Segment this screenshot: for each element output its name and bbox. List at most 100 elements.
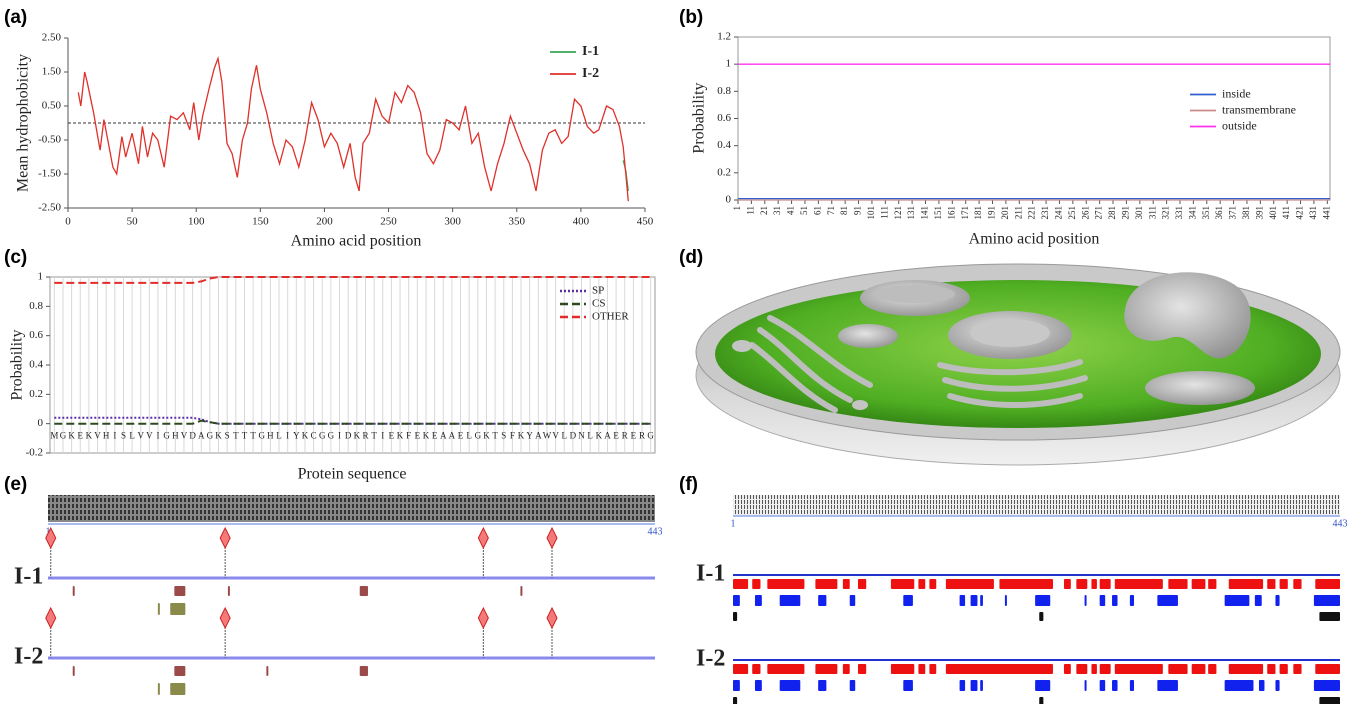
x-tick-label: I bbox=[157, 431, 160, 441]
feature bbox=[174, 666, 186, 676]
x-tick-label: 431 bbox=[1308, 206, 1318, 220]
x-tick-label: 81 bbox=[839, 206, 849, 215]
feature bbox=[733, 595, 740, 606]
track-name: I-2 bbox=[696, 646, 725, 672]
x-tick-label: 21 bbox=[759, 206, 769, 215]
x-tick-label: R bbox=[639, 431, 645, 441]
x-tick-label: F bbox=[406, 431, 411, 441]
feature bbox=[767, 579, 805, 589]
x-tick-label: K bbox=[354, 431, 361, 441]
site-marker bbox=[45, 606, 57, 630]
x-tick-label: 371 bbox=[1228, 206, 1238, 220]
x-tick-label: 441 bbox=[1321, 206, 1331, 220]
panel-label: (d) bbox=[679, 247, 703, 268]
panel-label: (e) bbox=[4, 474, 27, 495]
feature bbox=[1084, 595, 1087, 606]
x-tick-label: A bbox=[198, 431, 205, 441]
site-marker bbox=[546, 526, 558, 550]
track-name: I-2 bbox=[14, 644, 43, 670]
x-tick-label: 221 bbox=[1027, 206, 1037, 220]
feature bbox=[1279, 579, 1288, 589]
x-tick-label: 51 bbox=[799, 206, 809, 215]
feature bbox=[857, 579, 867, 589]
x-tick-label: 201 bbox=[1000, 206, 1010, 220]
feature bbox=[959, 680, 966, 691]
x-tick-label: K bbox=[215, 431, 222, 441]
feature bbox=[1254, 595, 1262, 606]
x-tick-label: E bbox=[78, 431, 84, 441]
x-tick-label: 351 bbox=[1201, 206, 1211, 220]
y-tick-label: -1.50 bbox=[38, 168, 61, 180]
ruler-end: 443 bbox=[648, 526, 663, 537]
feature bbox=[1112, 680, 1118, 691]
feature bbox=[1191, 579, 1206, 589]
panel-label: (b) bbox=[679, 7, 703, 28]
feature bbox=[1112, 595, 1118, 606]
feature bbox=[1099, 664, 1111, 674]
feature bbox=[359, 666, 368, 676]
feature bbox=[754, 680, 762, 691]
y-tick-label: 0.2 bbox=[29, 388, 43, 400]
site-marker bbox=[546, 606, 558, 630]
x-tick-label: T bbox=[250, 431, 256, 441]
y-tick-label: 0.6 bbox=[29, 329, 43, 341]
feature bbox=[157, 603, 160, 615]
feature bbox=[1224, 680, 1254, 691]
y-tick-label: 1.50 bbox=[42, 66, 62, 78]
feature bbox=[72, 586, 75, 596]
x-tick-label: 111 bbox=[879, 206, 889, 219]
feature bbox=[752, 579, 761, 589]
feature bbox=[1315, 664, 1340, 674]
x-tick-label: 411 bbox=[1281, 206, 1291, 219]
feature bbox=[929, 579, 937, 589]
feature bbox=[1114, 579, 1163, 589]
feature bbox=[157, 683, 160, 695]
feature bbox=[918, 579, 926, 589]
panel-label: (c) bbox=[4, 247, 27, 268]
feature bbox=[999, 579, 1053, 589]
y-tick-label: 0 bbox=[726, 194, 732, 206]
x-tick-label: 421 bbox=[1295, 206, 1305, 220]
x-tick-label: N bbox=[578, 431, 585, 441]
x-tick-label: L bbox=[129, 431, 135, 441]
feature bbox=[903, 595, 913, 606]
x-tick-label: G bbox=[163, 431, 170, 441]
feature bbox=[1099, 595, 1106, 606]
x-tick-label: 150 bbox=[252, 216, 269, 228]
feature bbox=[1063, 664, 1071, 674]
x-tick-label: 251 bbox=[1067, 206, 1077, 220]
y-tick-label: 1 bbox=[38, 271, 44, 283]
feature bbox=[1208, 579, 1217, 589]
feature bbox=[1099, 579, 1111, 589]
feature bbox=[980, 595, 983, 606]
x-tick-label: G bbox=[60, 431, 67, 441]
x-tick-label: K bbox=[302, 431, 309, 441]
x-tick-label: S bbox=[225, 431, 230, 441]
x-tick-label: E bbox=[458, 431, 464, 441]
x-tick-label: W bbox=[543, 431, 552, 441]
feature bbox=[1319, 612, 1340, 621]
feature bbox=[1129, 595, 1135, 606]
x-tick-label: H bbox=[103, 431, 110, 441]
x-tick-label: Y bbox=[293, 431, 300, 441]
feature bbox=[1191, 664, 1206, 674]
feature bbox=[170, 603, 186, 615]
feature bbox=[918, 664, 926, 674]
feature bbox=[767, 664, 805, 674]
feature bbox=[1099, 680, 1106, 691]
feature bbox=[1063, 579, 1071, 589]
x-tick-label: T bbox=[233, 431, 239, 441]
x-tick-label: V bbox=[181, 431, 188, 441]
x-tick-label: 121 bbox=[893, 206, 903, 220]
x-tick-label: 200 bbox=[316, 216, 333, 228]
feature bbox=[1168, 579, 1188, 589]
feature bbox=[779, 680, 801, 691]
series-line bbox=[54, 419, 651, 425]
x-tick-label: 381 bbox=[1241, 206, 1251, 220]
x-tick-label: 91 bbox=[853, 206, 863, 215]
feature bbox=[733, 612, 738, 621]
feature bbox=[815, 664, 838, 674]
site-marker bbox=[219, 606, 231, 630]
y-tick-label: 1.2 bbox=[717, 31, 731, 43]
feature bbox=[752, 664, 761, 674]
